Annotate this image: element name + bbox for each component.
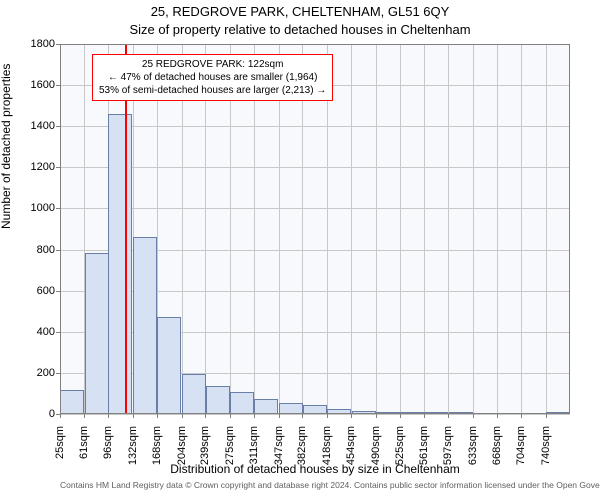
x-tick-mark (521, 414, 522, 418)
histogram-bar (546, 412, 570, 414)
y-tick-label: 800 (15, 244, 55, 256)
x-tick-mark (182, 414, 183, 418)
histogram-bar (327, 409, 351, 414)
histogram-bar (400, 412, 424, 414)
x-axis-label: Distribution of detached houses by size … (60, 462, 570, 476)
gridline-h (60, 44, 570, 45)
annotation-line: ← 47% of detached houses are smaller (1,… (99, 71, 326, 84)
y-tick-label: 1800 (15, 38, 55, 50)
histogram-bar (133, 237, 157, 414)
gridline-h (60, 167, 570, 168)
histogram-plot: 25 REDGROVE PARK: 122sqm ← 47% of detach… (60, 44, 570, 414)
annotation-line: 53% of semi-detached houses are larger (… (99, 84, 326, 97)
gridline-v (448, 44, 449, 414)
histogram-bar (60, 390, 84, 414)
gridline-v (473, 44, 474, 414)
footer-attribution: Contains HM Land Registry data © Crown c… (60, 480, 600, 490)
x-tick-mark (254, 414, 255, 418)
y-tick-mark (56, 85, 60, 86)
gridline-h (60, 208, 570, 209)
x-tick-mark (205, 414, 206, 418)
y-axis-label: Number of detached properties (0, 64, 13, 229)
gridline-v (424, 44, 425, 414)
y-tick-mark (56, 126, 60, 127)
histogram-bar (85, 253, 109, 414)
x-tick-mark (84, 414, 85, 418)
x-tick-mark (279, 414, 280, 418)
x-tick-mark (302, 414, 303, 418)
y-tick-mark (56, 291, 60, 292)
gridline-v (376, 44, 377, 414)
histogram-bar (279, 403, 303, 414)
histogram-bar (206, 386, 230, 414)
y-tick-mark (56, 373, 60, 374)
histogram-bar (108, 114, 132, 414)
x-tick-mark (448, 414, 449, 418)
histogram-bar (303, 405, 327, 414)
x-tick-mark (400, 414, 401, 418)
x-tick-mark (133, 414, 134, 418)
histogram-bar (230, 392, 254, 414)
gridline-v (521, 44, 522, 414)
y-tick-label: 400 (15, 326, 55, 338)
x-tick-mark (351, 414, 352, 418)
x-tick-mark (157, 414, 158, 418)
y-tick-mark (56, 250, 60, 251)
y-tick-mark (56, 167, 60, 168)
chart-title: Size of property relative to detached ho… (0, 22, 600, 37)
gridline-v (400, 44, 401, 414)
x-tick-mark (497, 414, 498, 418)
x-tick-mark (473, 414, 474, 418)
histogram-bar (352, 411, 376, 414)
histogram-bar (254, 399, 278, 414)
y-tick-mark (56, 332, 60, 333)
annotation-line: 25 REDGROVE PARK: 122sqm (99, 58, 326, 71)
histogram-bar (449, 412, 473, 414)
chart-supertitle: 25, REDGROVE PARK, CHELTENHAM, GL51 6QY (0, 4, 600, 19)
gridline-h (60, 126, 570, 127)
annotation-box: 25 REDGROVE PARK: 122sqm ← 47% of detach… (92, 54, 333, 101)
histogram-bar (157, 317, 181, 414)
y-tick-label: 1400 (15, 120, 55, 132)
y-tick-label: 1200 (15, 161, 55, 173)
y-tick-label: 600 (15, 285, 55, 297)
x-tick-mark (108, 414, 109, 418)
y-tick-label: 1000 (15, 202, 55, 214)
x-tick-mark (376, 414, 377, 418)
y-tick-mark (56, 44, 60, 45)
y-tick-label: 200 (15, 367, 55, 379)
gridline-v (351, 44, 352, 414)
gridline-h (60, 414, 570, 415)
histogram-bar (376, 412, 400, 414)
y-tick-label: 0 (15, 408, 55, 420)
x-tick-mark (60, 414, 61, 418)
y-tick-mark (56, 208, 60, 209)
x-tick-mark (327, 414, 328, 418)
histogram-bar (424, 412, 448, 414)
y-tick-label: 1600 (15, 79, 55, 91)
x-tick-mark (546, 414, 547, 418)
histogram-bar (182, 374, 206, 414)
gridline-v (497, 44, 498, 414)
x-tick-mark (424, 414, 425, 418)
x-tick-mark (230, 414, 231, 418)
gridline-v (60, 44, 61, 414)
gridline-v (546, 44, 547, 414)
